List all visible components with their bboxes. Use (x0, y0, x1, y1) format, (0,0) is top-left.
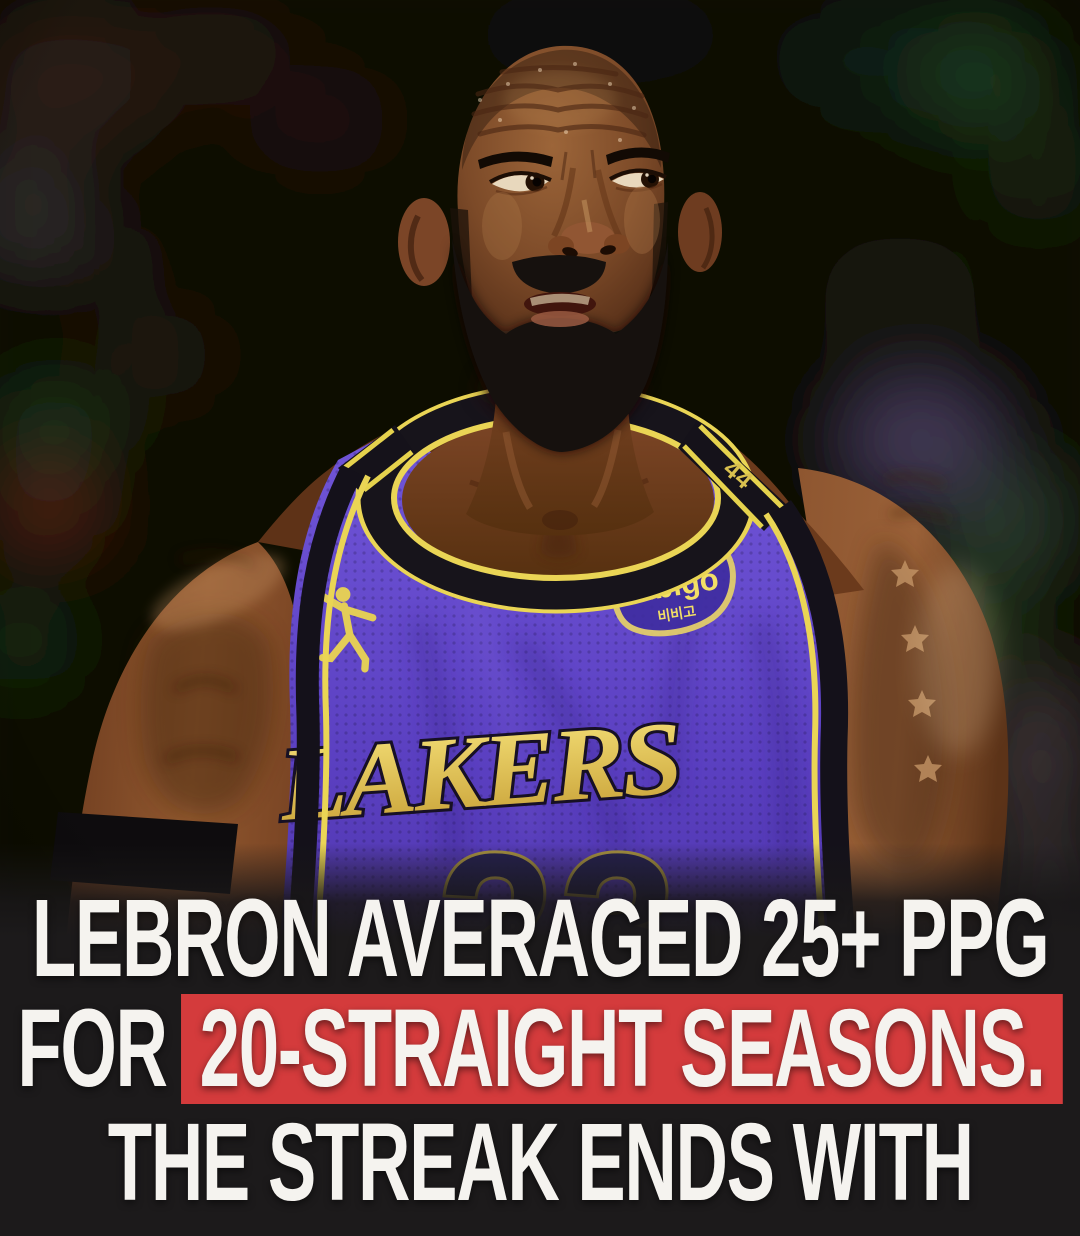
caption-band: LEBRON AVERAGED 25+ PPG FOR 20-STRAIGHT S… (0, 843, 1080, 1236)
caption-line-1: LEBRON AVERAGED 25+ PPG (0, 884, 1080, 994)
caption-line-3-text: THE STREAK ENDS WITH (107, 1101, 974, 1224)
caption-line-2: FOR 20-STRAIGHT SEASONS. (0, 994, 1080, 1104)
caption-line-2-prefix: FOR (17, 987, 168, 1110)
caption-line-1-text: LEBRON AVERAGED 25+ PPG (31, 877, 1050, 1000)
caption-highlight-box: 20-STRAIGHT SEASONS. (180, 994, 1063, 1104)
caption-line-3: THE STREAK ENDS WITH (0, 1108, 1080, 1218)
